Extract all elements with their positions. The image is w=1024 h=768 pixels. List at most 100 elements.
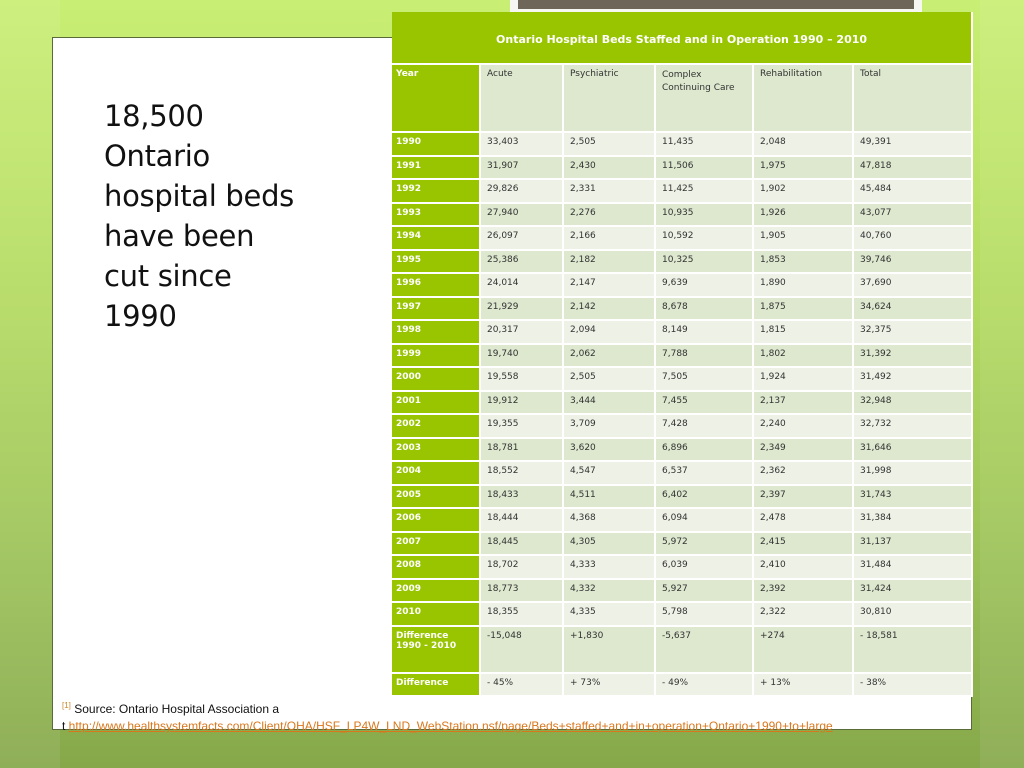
table-row: 2002 19,355 3,709 7,428 2,240 32,732 <box>392 415 974 439</box>
table-cell: 10,325 <box>656 250 754 274</box>
table-cell: 19,912 <box>481 391 564 415</box>
table-cell: 4,305 <box>564 532 656 556</box>
footnote-text-cont: t <box>62 719 69 733</box>
table-row: 2000 19,558 2,505 7,505 1,924 31,492 <box>392 368 974 392</box>
table-cell: 11,506 <box>656 156 754 180</box>
hospital-beds-table: Ontario Hospital Beds Staffed and in Ope… <box>392 12 974 697</box>
table-cell: 37,690 <box>854 274 974 298</box>
table-row: 1998 20,317 2,094 8,149 1,815 32,375 <box>392 321 974 345</box>
table-cell: - 18,581 <box>854 626 974 674</box>
table-cell: 2,505 <box>564 133 656 157</box>
table-cell: 1,802 <box>754 344 854 368</box>
table-cell: 18,773 <box>481 579 564 603</box>
table-row: 2005 18,433 4,511 6,402 2,397 31,743 <box>392 485 974 509</box>
row-label: 2006 <box>392 509 481 533</box>
table-cell: 2,410 <box>754 556 854 580</box>
table-cell: 2,362 <box>754 462 854 486</box>
table-row: 1997 21,929 2,142 8,678 1,875 34,624 <box>392 297 974 321</box>
table-header-row: Year Acute Psychiatric Complex Continuin… <box>392 65 974 133</box>
table-cell: 2,062 <box>564 344 656 368</box>
table-cell: 3,620 <box>564 438 656 462</box>
table-cell: 2,166 <box>564 227 656 251</box>
table-cell: 8,149 <box>656 321 754 345</box>
headline-line: 18,500 <box>104 99 204 133</box>
table-cell: 1,924 <box>754 368 854 392</box>
table-cell: 1,975 <box>754 156 854 180</box>
table-cell: 10,592 <box>656 227 754 251</box>
table-cell: 3,709 <box>564 415 656 439</box>
row-label: 2010 <box>392 603 481 627</box>
row-label: 1996 <box>392 274 481 298</box>
table-row: 2004 18,552 4,547 6,537 2,362 31,998 <box>392 462 974 486</box>
row-label: 2008 <box>392 556 481 580</box>
row-label: 2002 <box>392 415 481 439</box>
table-cell: 4,368 <box>564 509 656 533</box>
table-cell: 43,077 <box>854 203 974 227</box>
top-image <box>518 0 914 9</box>
row-label: 1998 <box>392 321 481 345</box>
column-header-psychiatric: Psychiatric <box>564 65 656 133</box>
column-header-total: Total <box>854 65 974 133</box>
table-cell: 6,537 <box>656 462 754 486</box>
table-cell: 1,875 <box>754 297 854 321</box>
row-label: 1990 <box>392 133 481 157</box>
table-row: 2007 18,445 4,305 5,972 2,415 31,137 <box>392 532 974 556</box>
source-link[interactable]: http://www.healthsystemfacts.com/Client/… <box>68 719 833 733</box>
table-cell: 18,781 <box>481 438 564 462</box>
table-cell: 5,798 <box>656 603 754 627</box>
headline-line: 1990 <box>104 299 177 333</box>
table-cell: 18,552 <box>481 462 564 486</box>
table-cell: 19,558 <box>481 368 564 392</box>
table-cell: 3,444 <box>564 391 656 415</box>
table-cell: 1,926 <box>754 203 854 227</box>
table-cell: 2,415 <box>754 532 854 556</box>
table-cell: 2,392 <box>754 579 854 603</box>
row-label: 2004 <box>392 462 481 486</box>
table-cell: 1,905 <box>754 227 854 251</box>
row-label: 2003 <box>392 438 481 462</box>
table-cell: 49,391 <box>854 133 974 157</box>
table-cell: 21,929 <box>481 297 564 321</box>
background-stripe <box>0 0 60 768</box>
row-label: 2005 <box>392 485 481 509</box>
table-cell: 2,094 <box>564 321 656 345</box>
row-label: Difference 1990 - 2010 <box>392 626 481 674</box>
table-cell: 4,332 <box>564 579 656 603</box>
table-cell: 45,484 <box>854 180 974 204</box>
table-cell: -15,048 <box>481 626 564 674</box>
table-cell: 2,505 <box>564 368 656 392</box>
table-cell: + 13% <box>754 673 854 697</box>
table-row: 2003 18,781 3,620 6,896 2,349 31,646 <box>392 438 974 462</box>
table-cell: 30,810 <box>854 603 974 627</box>
table-cell: 32,375 <box>854 321 974 345</box>
column-header-rehabilitation: Rehabilitation <box>754 65 854 133</box>
table-cell: 18,445 <box>481 532 564 556</box>
table-cell: 31,998 <box>854 462 974 486</box>
table-cell: 19,740 <box>481 344 564 368</box>
table-cell: 31,646 <box>854 438 974 462</box>
table-cell: +1,830 <box>564 626 656 674</box>
table-cell: 2,322 <box>754 603 854 627</box>
table-cell: 9,639 <box>656 274 754 298</box>
table-cell: 4,511 <box>564 485 656 509</box>
table-cell: 2,478 <box>754 509 854 533</box>
table-cell: 2,240 <box>754 415 854 439</box>
row-label: 2001 <box>392 391 481 415</box>
table-row: 2010 18,355 4,335 5,798 2,322 30,810 <box>392 603 974 627</box>
row-label: 1995 <box>392 250 481 274</box>
table-cell: 6,039 <box>656 556 754 580</box>
table-cell: 32,948 <box>854 391 974 415</box>
table-cell: 1,815 <box>754 321 854 345</box>
table-cell: 2,430 <box>564 156 656 180</box>
row-label: 1993 <box>392 203 481 227</box>
row-label: Difference <box>392 673 481 697</box>
table-cell: 7,455 <box>656 391 754 415</box>
table-cell: 2,182 <box>564 250 656 274</box>
table-cell: 5,927 <box>656 579 754 603</box>
table-row: 1990 33,403 2,505 11,435 2,048 49,391 <box>392 133 974 157</box>
table-cell: 6,094 <box>656 509 754 533</box>
table-row: 1992 29,826 2,331 11,425 1,902 45,484 <box>392 180 974 204</box>
difference-row: Difference 1990 - 2010 -15,048 +1,830 -5,63… <box>392 626 974 674</box>
table-cell: 31,484 <box>854 556 974 580</box>
table-row: 1993 27,940 2,276 10,935 1,926 43,077 <box>392 203 974 227</box>
